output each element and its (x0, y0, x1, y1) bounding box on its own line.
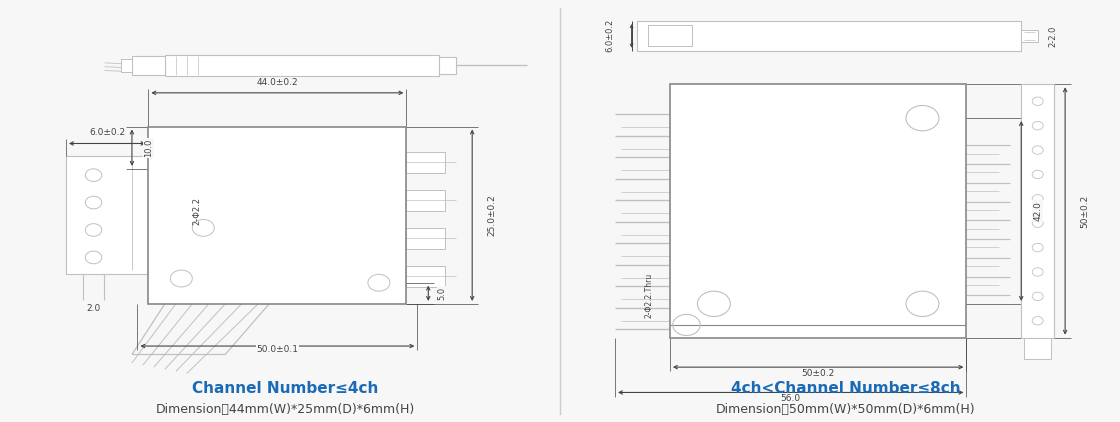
Bar (407, 228, 445, 249)
Bar (670, 84, 967, 338)
Text: 50±0.2: 50±0.2 (802, 369, 834, 378)
Text: Channel Number≤4ch: Channel Number≤4ch (193, 381, 379, 396)
Bar (176, 156, 198, 190)
Text: 6.0±0.2: 6.0±0.2 (90, 128, 125, 137)
Bar (132, 56, 165, 75)
Text: 10.0: 10.0 (143, 138, 153, 157)
Text: 56.0: 56.0 (781, 394, 801, 403)
Bar (637, 21, 1021, 51)
Text: 44.0±0.2: 44.0±0.2 (256, 78, 298, 87)
Text: 6.0±0.2: 6.0±0.2 (605, 19, 614, 52)
Text: 42.0: 42.0 (1033, 201, 1043, 221)
Bar (66, 156, 148, 274)
Bar (1021, 30, 1037, 42)
Bar (1021, 84, 1054, 338)
Bar (1024, 338, 1052, 359)
Text: 4ch<Channel Number≤8ch: 4ch<Channel Number≤8ch (730, 381, 961, 396)
Bar (407, 190, 445, 211)
Text: 50±0.2: 50±0.2 (1080, 195, 1089, 227)
Text: 2.0: 2.0 (86, 303, 101, 313)
Bar (648, 25, 692, 46)
Bar (439, 57, 456, 74)
Text: 2-Φ2.2.Thru: 2-Φ2.2.Thru (644, 273, 654, 318)
Bar (407, 152, 445, 173)
Text: 2-2.0: 2-2.0 (1048, 25, 1057, 46)
Bar (165, 55, 439, 76)
Text: 50.0±0.1: 50.0±0.1 (256, 346, 298, 354)
Bar (121, 59, 132, 72)
Text: 2-Φ2.2: 2-Φ2.2 (193, 197, 202, 225)
Text: Dimension：50mm(W)*50mm(D)*6mm(H): Dimension：50mm(W)*50mm(D)*6mm(H) (716, 403, 976, 416)
Text: Dimension：44mm(W)*25mm(D)*6mm(H): Dimension：44mm(W)*25mm(D)*6mm(H) (156, 403, 416, 416)
Bar (407, 266, 445, 287)
Text: 25.0±0.2: 25.0±0.2 (487, 195, 496, 236)
Bar (148, 127, 407, 304)
Text: 5.0: 5.0 (438, 287, 447, 300)
